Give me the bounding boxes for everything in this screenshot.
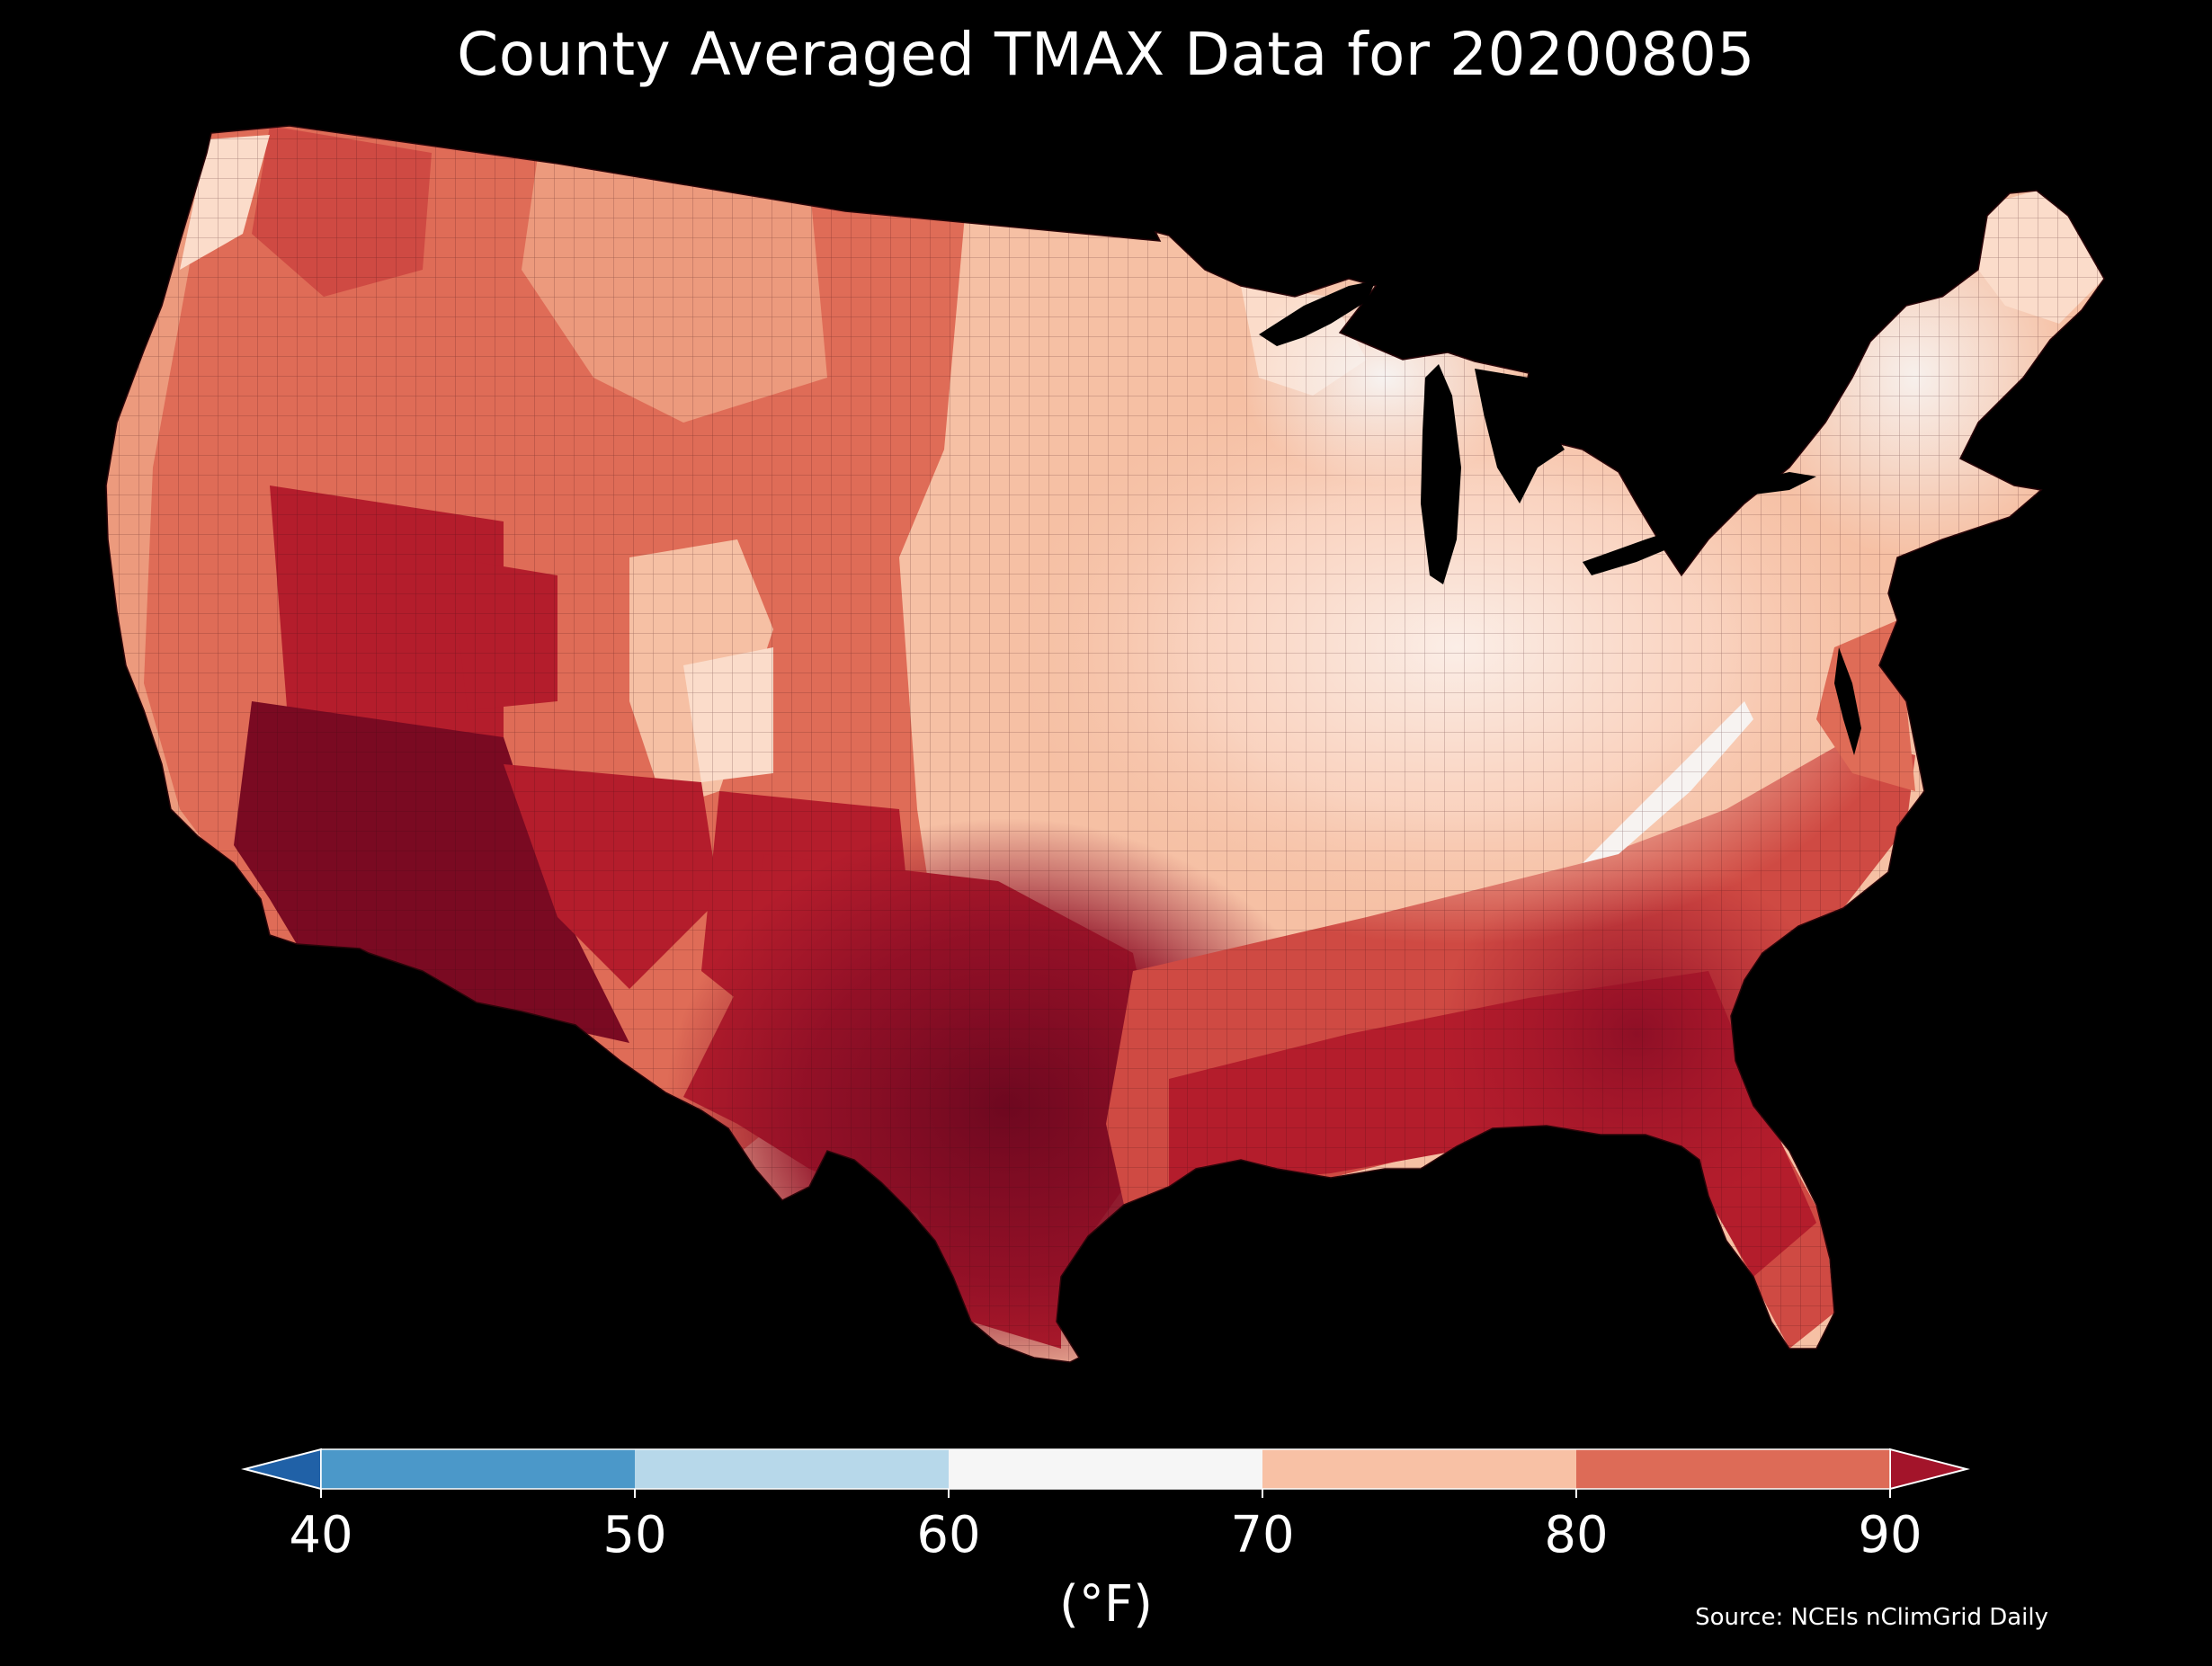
colorbar-unit-label: (°F) bbox=[1059, 1575, 1153, 1634]
colorbar-tick-label-2: 60 bbox=[916, 1506, 980, 1564]
source-credit: Source: NCEIs nClimGrid Daily bbox=[1695, 1604, 2048, 1631]
lake-huron bbox=[1475, 369, 1565, 503]
colorbar-tick-label-4: 80 bbox=[1544, 1506, 1608, 1564]
colorbar-tick-label-3: 70 bbox=[1230, 1506, 1294, 1564]
map-title: County Averaged TMAX Data for 20200805 bbox=[457, 20, 1755, 89]
chesapeake-bay bbox=[1834, 647, 1861, 755]
lake-erie bbox=[1583, 521, 1699, 575]
colorbar-over-extension bbox=[1889, 1448, 1970, 1491]
lake-michigan bbox=[1421, 364, 1461, 584]
lake-ontario bbox=[1731, 472, 1816, 496]
colorbar-bin-1 bbox=[635, 1449, 949, 1489]
colorbar-tick-label-1: 50 bbox=[602, 1506, 666, 1564]
colorbar-bin-0 bbox=[321, 1449, 635, 1489]
colorbar-bin-4 bbox=[1576, 1449, 1890, 1489]
colorbar-bin-3 bbox=[1262, 1449, 1576, 1489]
colorbar-under-extension bbox=[241, 1448, 322, 1491]
colorbar-tick-label-5: 90 bbox=[1858, 1506, 1922, 1564]
colorbar-tick-label-0: 40 bbox=[289, 1506, 352, 1564]
colorbar-frame bbox=[320, 1448, 1891, 1490]
colorbar-bin-2 bbox=[949, 1449, 1262, 1489]
lake-superior bbox=[1259, 281, 1376, 346]
